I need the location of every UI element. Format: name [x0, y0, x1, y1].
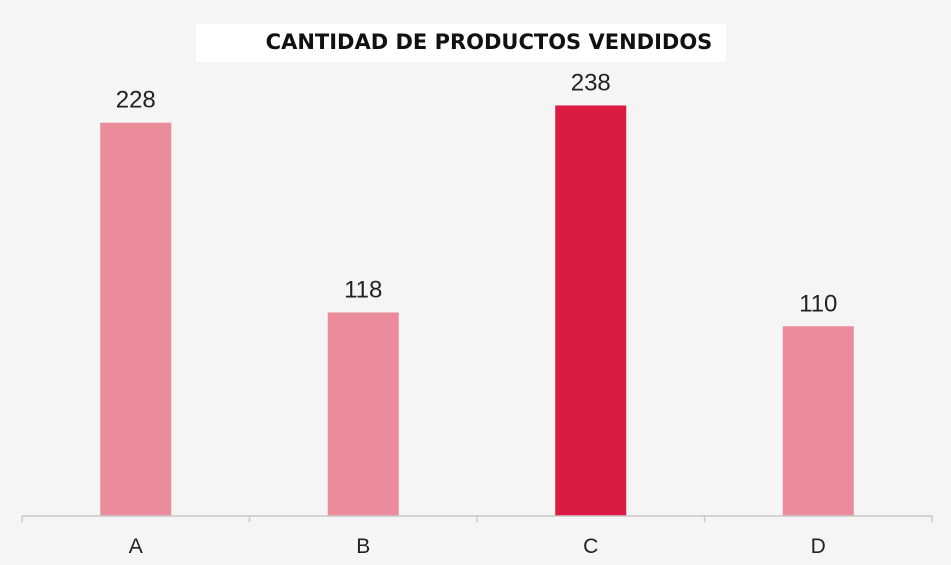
- category-label-b: B: [356, 535, 370, 558]
- bar-b: [327, 312, 399, 516]
- value-label-a: 228: [116, 87, 156, 114]
- bar-c: [555, 105, 627, 516]
- chart-title: CANTIDAD DE PRODUCTOS VENDIDOS: [266, 30, 713, 54]
- category-label-a: A: [129, 535, 143, 558]
- bar-a: [100, 122, 172, 516]
- value-labels-group: 228 118 238 110: [116, 69, 838, 317]
- category-label-c: C: [583, 535, 598, 558]
- value-label-d: 110: [799, 290, 837, 317]
- bar-d: [782, 326, 854, 516]
- bars-group: [100, 105, 854, 516]
- chart-title-background: [196, 24, 726, 62]
- x-axis-ticks-group: [21, 516, 933, 522]
- value-label-c: 238: [571, 69, 611, 96]
- category-labels-group: A B C D: [129, 535, 826, 558]
- value-label-b: 118: [344, 276, 382, 303]
- category-label-d: D: [811, 535, 826, 558]
